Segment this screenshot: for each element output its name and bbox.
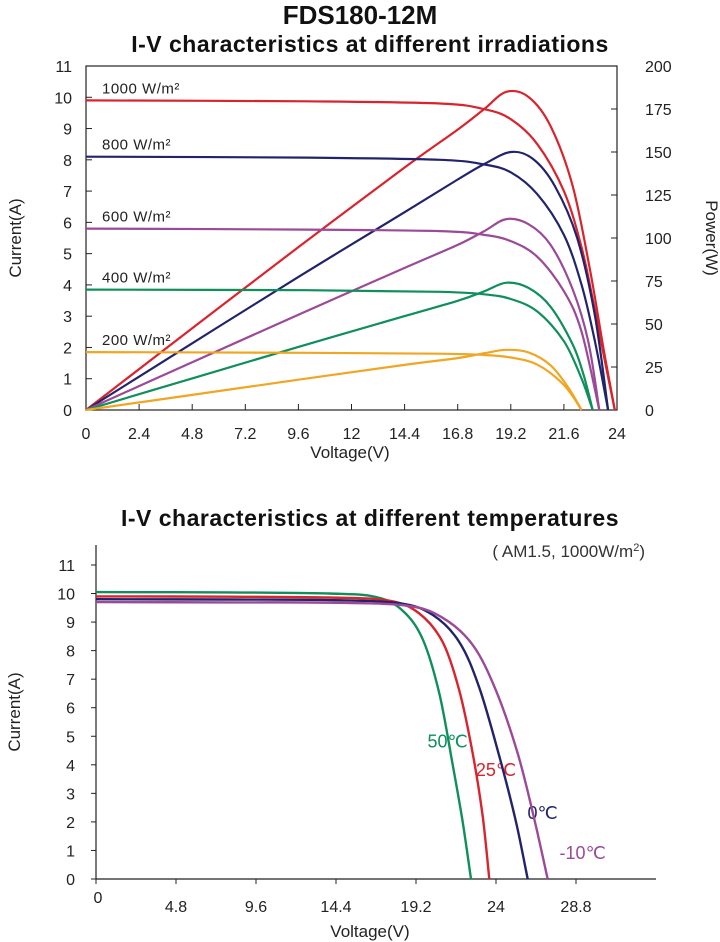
iv-curve <box>95 595 491 880</box>
iv-curve <box>95 590 473 880</box>
x-tick-label: 9.6 <box>287 426 309 443</box>
x-tick-label: 16.8 <box>442 426 473 443</box>
y-tick-label: 3 <box>63 309 72 326</box>
x-tick-label: 7.2 <box>234 426 256 443</box>
iv-curve <box>95 600 549 880</box>
y2-tick-label: 100 <box>645 231 672 248</box>
x-tick-label: 2.4 <box>128 426 150 443</box>
x-tick-label: 12 <box>343 426 361 443</box>
y2-tick-label: 0 <box>645 403 654 420</box>
chart1-y-axis-label: Current(A) <box>6 198 25 277</box>
chart2-series: 50℃25℃0℃-10℃ <box>95 590 606 880</box>
iv-curve <box>85 227 601 411</box>
x-tick-label: 14.4 <box>320 899 351 916</box>
power-curve <box>85 281 594 412</box>
y-tick-label: 0 <box>63 403 72 420</box>
y-tick-label: 1 <box>66 843 75 860</box>
x-tick-label: 14.4 <box>389 426 420 443</box>
y2-tick-label: 50 <box>645 317 663 334</box>
x-tick-label: 24 <box>487 899 505 916</box>
x-tick-label: 28.8 <box>560 899 591 916</box>
y-tick-label: 10 <box>57 587 75 604</box>
iv-curve <box>85 155 610 411</box>
chart2-axes: 0 4.8 9.6 14.4 19.2 24 28.8 0 1 2 3 4 5 6 7 8 9 10 11 <box>57 558 591 916</box>
chart1-series: 1000 W/m² 800 W/m² 600 W/m² 400 W/m² 200 W/m… <box>85 80 616 412</box>
y-tick-label: 8 <box>66 644 75 661</box>
x-tick-label: 9.6 <box>245 899 267 916</box>
power-curve <box>85 348 583 412</box>
y-tick-label: 7 <box>66 672 75 689</box>
series-label: 1000 W/m² <box>102 80 180 97</box>
chart1-y2-axis-label: Power(W) <box>702 200 720 276</box>
chart2-x-axis-label: Voltage(V) <box>330 922 409 941</box>
series-label: 25℃ <box>476 760 516 780</box>
y-tick-label: 5 <box>63 247 72 264</box>
x-tick-label: 4.8 <box>165 899 187 916</box>
model-title: FDS180-12M <box>283 0 438 30</box>
y-tick-label: 0 <box>66 872 75 889</box>
y-tick-label: 4 <box>66 758 75 775</box>
y2-tick-label: 25 <box>645 360 663 377</box>
y-tick-label: 5 <box>66 729 75 746</box>
y-tick-label: 6 <box>63 215 72 232</box>
chart1-plot-frame <box>85 65 618 411</box>
series-label: -10℃ <box>560 843 606 863</box>
series-label: 50℃ <box>428 732 468 752</box>
y2-tick-label: 125 <box>645 188 672 205</box>
y-tick-label: 11 <box>55 59 72 76</box>
series-label: 400 W/m² <box>102 270 171 287</box>
power-curve <box>85 217 601 412</box>
y-tick-label: 8 <box>63 153 72 170</box>
iv-curve <box>85 351 583 411</box>
chart1-axes: 0 2.4 4.8 7.2 9.6 12 14.4 16.8 19.2 21.6 240123456… <box>54 59 672 443</box>
y2-tick-label: 75 <box>645 274 663 291</box>
series-label: 200 W/m² <box>102 332 171 349</box>
x-tick-label: 0 <box>82 426 91 443</box>
y2-tick-label: 150 <box>645 145 672 162</box>
x-tick-label: 24 <box>608 426 626 443</box>
y-tick-label: 9 <box>66 615 75 632</box>
iv-curve <box>95 598 529 880</box>
y-tick-label: 1 <box>63 372 72 389</box>
chart2-condition-label: ( AM1.5, 1000W/m2) <box>492 542 645 561</box>
y2-tick-label: 200 <box>645 59 672 76</box>
chart1-title: I-V characteristics at different irradia… <box>131 31 609 57</box>
series-label: 600 W/m² <box>102 209 171 226</box>
y-tick-label: 2 <box>66 815 75 832</box>
y-tick-label: 2 <box>63 340 72 357</box>
y-tick-label: 4 <box>63 278 72 295</box>
x-tick-label: 0 <box>94 890 103 907</box>
y-tick-label: 7 <box>63 184 72 201</box>
x-tick-label: 21.6 <box>548 426 579 443</box>
y-tick-label: 10 <box>54 90 72 107</box>
y-tick-label: 9 <box>63 122 72 139</box>
chart1-x-axis-label: Voltage(V) <box>310 443 389 462</box>
y-tick-label: 11 <box>58 558 75 575</box>
series-label: 800 W/m² <box>102 137 171 154</box>
iv-curve <box>85 288 594 411</box>
y-tick-label: 3 <box>66 786 75 803</box>
x-tick-label: 19.2 <box>400 899 431 916</box>
chart2-title: I-V characteristics at different tempera… <box>121 505 619 531</box>
chart2-y-axis-label: Current(A) <box>5 672 24 751</box>
x-tick-label: 4.8 <box>181 426 203 443</box>
power-curve <box>85 89 616 411</box>
x-tick-label: 19.2 <box>495 426 526 443</box>
y2-tick-label: 175 <box>645 102 672 119</box>
y-tick-label: 6 <box>66 701 75 718</box>
